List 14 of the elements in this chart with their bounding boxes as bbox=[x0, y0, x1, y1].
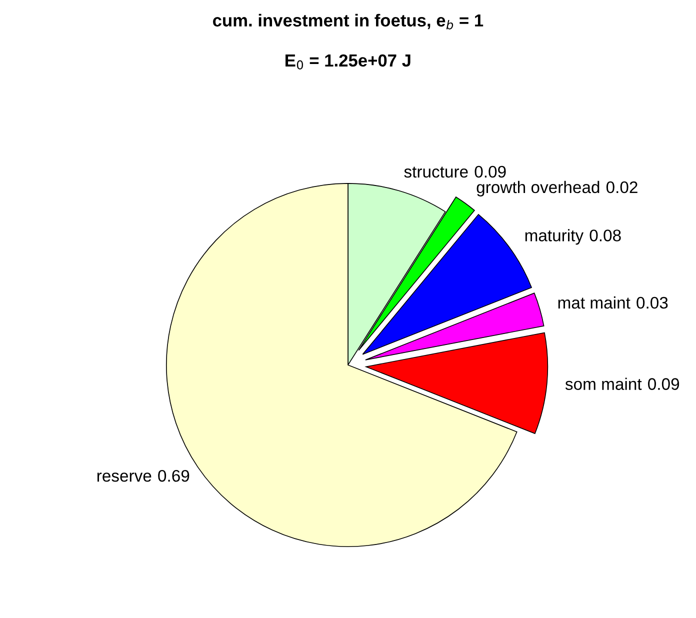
data-label: 0.69 bbox=[158, 470, 190, 482]
slice-label: mat maint bbox=[558, 296, 630, 309]
slice-label: growth overhead bbox=[476, 180, 600, 196]
slice-label: som maint bbox=[565, 378, 642, 390]
data-label: 0.09 bbox=[474, 166, 506, 178]
data-label: 0.02 bbox=[606, 181, 638, 194]
data-label: 0.03 bbox=[636, 296, 668, 309]
slice-label: reserve bbox=[97, 472, 152, 482]
slice-label: structure bbox=[404, 166, 468, 178]
chart-subtitle: E$_{0}$ = 1.25e+07 J bbox=[286, 54, 410, 70]
data-label: 0.08 bbox=[590, 230, 621, 242]
chart-title: cum. investment in foetus, e$_{b}$ = 1 bbox=[213, 14, 484, 30]
slice-label: maturity bbox=[525, 229, 584, 245]
data-label: 0.09 bbox=[648, 378, 680, 390]
